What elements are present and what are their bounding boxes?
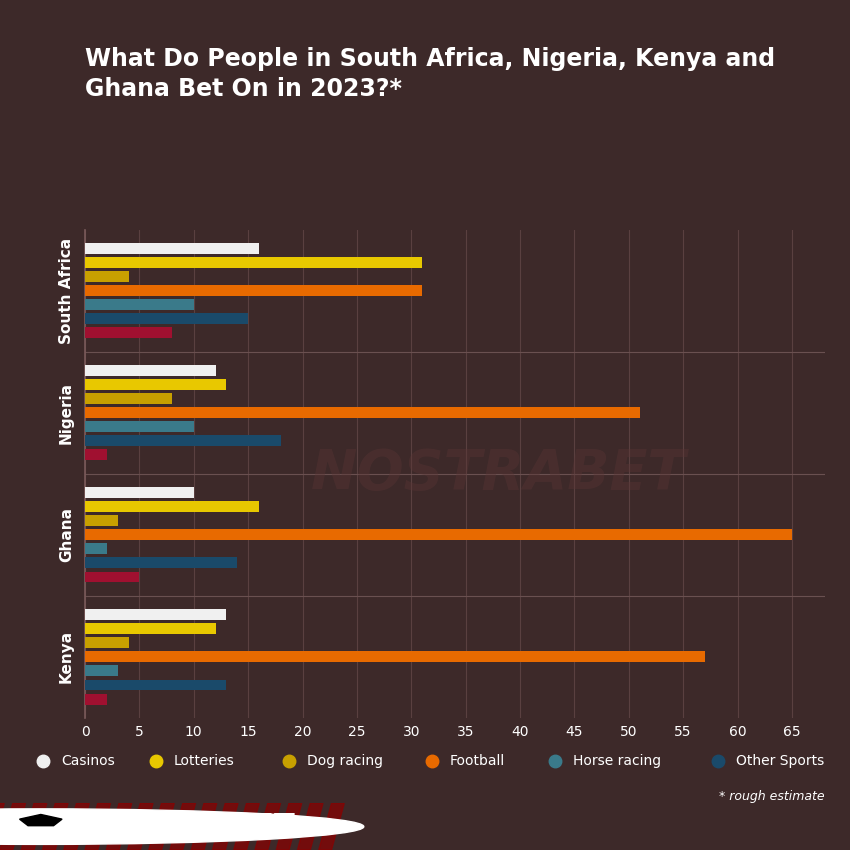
Polygon shape: [42, 803, 68, 850]
Polygon shape: [64, 803, 89, 850]
Bar: [85, 299, 194, 310]
Bar: [85, 515, 117, 526]
Bar: [85, 487, 194, 498]
Polygon shape: [255, 803, 280, 850]
Bar: [85, 609, 226, 620]
Bar: [85, 422, 194, 433]
Text: NOSTRABET: NOSTRABET: [310, 447, 686, 501]
Text: NOSTRABET: NOSTRABET: [89, 812, 295, 842]
Bar: [85, 258, 422, 269]
Bar: [85, 530, 792, 541]
Polygon shape: [298, 803, 323, 850]
Bar: [85, 394, 172, 405]
Text: * rough estimate: * rough estimate: [719, 790, 824, 803]
Bar: [85, 623, 216, 634]
Bar: [85, 543, 107, 554]
Bar: [85, 638, 128, 649]
Polygon shape: [128, 803, 153, 850]
Polygon shape: [234, 803, 259, 850]
Bar: [85, 651, 705, 662]
Text: Football: Football: [450, 754, 505, 768]
Polygon shape: [149, 803, 174, 850]
Bar: [85, 314, 248, 325]
Polygon shape: [191, 803, 217, 850]
Text: Lotteries: Lotteries: [174, 754, 235, 768]
Bar: [85, 571, 139, 582]
Text: Horse racing: Horse racing: [573, 754, 661, 768]
Polygon shape: [319, 803, 344, 850]
Polygon shape: [276, 803, 302, 850]
Text: Other Sports: Other Sports: [736, 754, 824, 768]
Polygon shape: [20, 814, 62, 825]
Polygon shape: [0, 803, 26, 850]
Bar: [85, 327, 172, 338]
Polygon shape: [106, 803, 132, 850]
Text: What Do People in South Africa, Nigeria, Kenya and
Ghana Bet On in 2023?*: What Do People in South Africa, Nigeria,…: [85, 47, 775, 101]
Bar: [85, 271, 128, 282]
Polygon shape: [21, 803, 47, 850]
Polygon shape: [85, 803, 110, 850]
Bar: [85, 435, 280, 446]
Bar: [85, 379, 226, 390]
Bar: [85, 450, 107, 461]
Polygon shape: [212, 803, 238, 850]
Bar: [85, 407, 639, 418]
Circle shape: [0, 809, 364, 844]
Bar: [85, 694, 107, 705]
Text: Dog racing: Dog racing: [307, 754, 382, 768]
Bar: [85, 366, 216, 377]
Polygon shape: [0, 803, 4, 850]
Bar: [85, 286, 422, 297]
Bar: [85, 243, 259, 254]
Bar: [85, 558, 237, 569]
Text: Casinos: Casinos: [61, 754, 115, 768]
Bar: [85, 502, 259, 513]
Bar: [85, 679, 226, 690]
Bar: [85, 666, 117, 677]
Polygon shape: [170, 803, 196, 850]
